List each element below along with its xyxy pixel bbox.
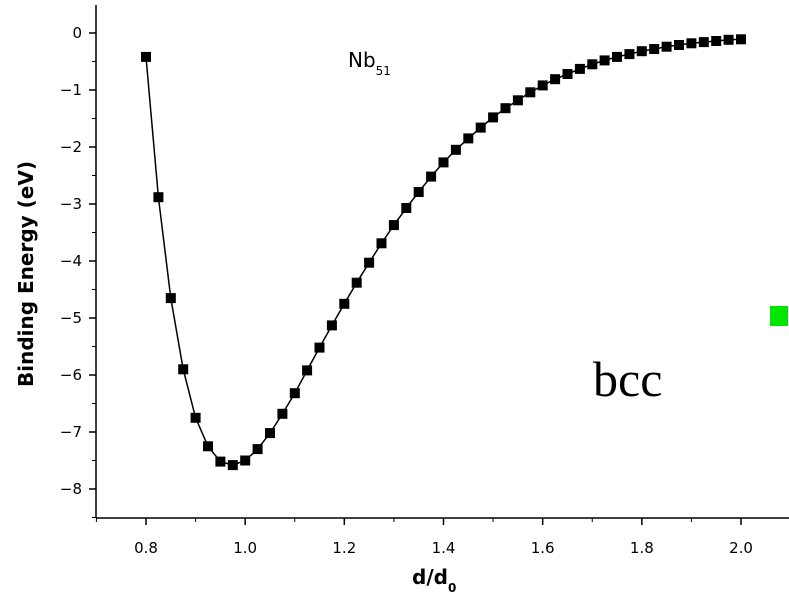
data-point-marker [141,51,151,62]
y-tick-label: −5 [60,309,82,327]
x-axis-title: d/d0 [412,565,456,595]
data-point-marker [550,74,561,85]
data-point-marker [636,46,647,57]
data-point-marker [500,103,511,114]
data-point-marker [475,122,486,133]
x-axis-title-main: d/d [412,565,448,589]
data-point-marker [525,87,536,98]
y-tick-label: −7 [60,423,82,441]
x-tick-label: 1.2 [332,539,356,557]
data-point-marker [190,412,201,423]
data-point-marker [326,320,337,331]
data-point-marker [723,34,734,45]
series-markers [141,34,746,471]
data-point-marker [289,388,300,399]
y-tick-label: −4 [60,252,82,270]
y-tick-label: −3 [60,195,82,213]
x-axis-title-subscript: 0 [448,581,456,595]
bcc-annotation: bcc [593,351,662,407]
y-tick-label: −6 [60,366,82,384]
green-marker [770,306,788,326]
data-point-marker [587,59,598,70]
y-tick-label: 0 [72,24,82,42]
data-point-marker [698,37,709,48]
data-point-marker [339,298,350,309]
data-point-marker [240,455,251,466]
y-tick-label: −2 [60,138,82,156]
data-point-marker [302,365,313,376]
y-tick-label: −8 [60,480,82,498]
x-tick-label: 1.8 [630,539,654,557]
data-point-marker [686,38,697,49]
x-tick-label: 1.0 [233,539,257,557]
plot-title: Nb51 [348,48,391,78]
data-point-marker [426,171,437,182]
data-point-marker [463,133,474,144]
data-point-marker [488,112,499,123]
data-point-marker [314,342,325,353]
data-point-marker [438,157,449,168]
data-point-marker [401,203,412,213]
data-point-marker [649,44,660,54]
data-point-marker [153,192,164,203]
data-point-marker [227,460,238,471]
data-point-marker [376,238,387,249]
data-point-marker [562,69,573,79]
x-tick-label: 2.0 [729,539,753,557]
data-point-marker [277,408,288,419]
data-point-marker [674,40,684,50]
y-tick-label: −1 [60,81,82,99]
data-point-marker [265,428,275,439]
data-point-marker [711,36,722,46]
data-point-marker [364,257,375,268]
data-point-marker [661,41,672,52]
data-point-marker [574,63,585,74]
plot-title-main: Nb [348,48,376,72]
data-point-marker [388,220,399,231]
x-tick-label: 1.4 [432,539,456,557]
data-point-marker [351,277,362,288]
x-tick-label: 0.8 [134,539,158,557]
ticks: 0 −1 −2 −3 −4 −5 −6 −7 −8 0.8 1.0 1.2 1.4 1.6 1.8 2.0 [60,24,753,557]
data-point-marker [512,95,523,106]
y-axis-title: Binding Energy (eV) [14,161,38,387]
data-point-marker [612,51,622,62]
data-point-marker [736,34,746,45]
data-point-marker [252,444,263,455]
x-tick-label: 1.6 [531,539,555,557]
data-point-marker [178,364,189,375]
data-point-marker [599,55,610,66]
data-point-marker [215,456,226,467]
data-point-marker [203,441,213,452]
data-point-marker [413,187,424,197]
plot-title-subscript: 51 [376,64,391,78]
data-point-marker [450,144,461,155]
data-point-marker [537,80,548,91]
axes [95,5,789,519]
data-point-marker [165,293,176,304]
data-point-marker [624,49,635,60]
